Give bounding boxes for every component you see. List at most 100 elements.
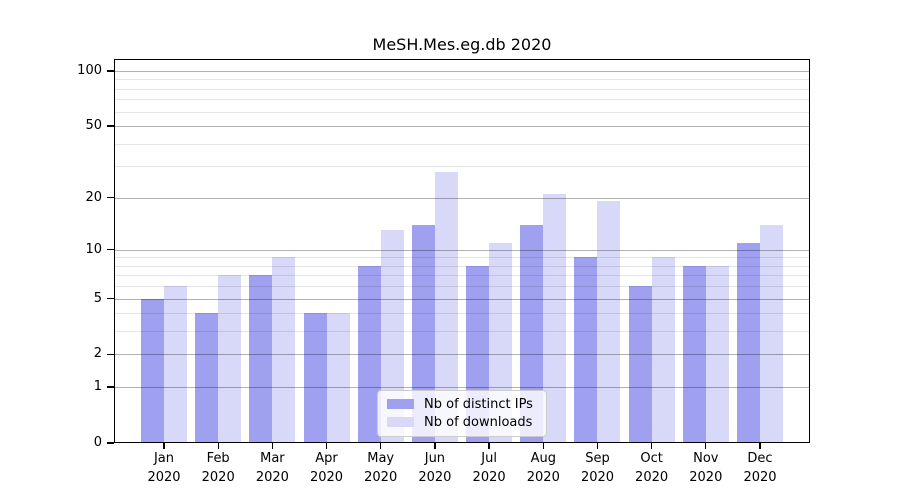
bar-nb-of-distinct-ips-nov — [682, 265, 706, 443]
gridline-minor-3 — [114, 331, 810, 333]
x-tick-mark-aug — [542, 443, 544, 449]
gridline-minor-4 — [114, 313, 810, 315]
x-tick-label-year-feb: 2020 — [201, 470, 235, 485]
x-tick-label-oct: Oct 2020 — [624, 449, 680, 487]
x-tick-label-mar: Mar 2020 — [244, 449, 300, 487]
x-tick-label-year-jul: 2020 — [472, 470, 506, 485]
y-tick-label-1: 1 — [93, 379, 102, 395]
x-tick-label-jun: Jun 2020 — [407, 449, 463, 487]
y-tick-mark-50 — [107, 125, 114, 127]
bar-nb-of-distinct-ips-jun — [411, 224, 435, 443]
x-tick-mark-may — [380, 443, 382, 449]
x-tick-label-month-oct: Oct — [640, 451, 663, 466]
x-tick-label-year-mar: 2020 — [255, 470, 289, 485]
x-tick-mark-jan — [163, 443, 165, 449]
bar-nb-of-distinct-ips-aug — [520, 224, 544, 443]
gridline-minor-8 — [114, 265, 810, 267]
x-tick-label-nov: Nov 2020 — [678, 449, 734, 487]
bar-nb-of-downloads-jun — [434, 171, 458, 443]
x-tick-label-year-aug: 2020 — [526, 470, 560, 485]
x-tick-label-dec: Dec 2020 — [732, 449, 788, 487]
y-tick-mark-0 — [107, 442, 114, 444]
x-tick-label-month-mar: Mar — [260, 451, 285, 466]
x-tick-label-apr: Apr 2020 — [299, 449, 355, 487]
bar-nb-of-distinct-ips-sep — [574, 257, 598, 443]
x-tick-mark-nov — [705, 443, 707, 449]
x-tick-mark-jul — [488, 443, 490, 449]
x-tick-label-aug: Aug 2020 — [515, 449, 571, 487]
x-tick-label-year-jun: 2020 — [418, 470, 452, 485]
x-tick-label-month-apr: Apr — [315, 451, 338, 466]
x-tick-label-month-jun: Jun — [424, 451, 446, 466]
x-tick-mark-dec — [759, 443, 761, 449]
gridline-minor-90 — [114, 79, 810, 81]
bar-nb-of-downloads-aug — [543, 193, 567, 443]
gridline-minor-30 — [114, 166, 810, 168]
gridline-major-100 — [114, 70, 810, 72]
x-tick-label-year-oct: 2020 — [635, 470, 669, 485]
bar-nb-of-downloads-nov — [705, 265, 729, 443]
bar-nb-of-downloads-may — [380, 230, 404, 443]
gridline-major-20 — [114, 197, 810, 199]
x-tick-mark-jun — [434, 443, 436, 449]
x-tick-mark-feb — [217, 443, 219, 449]
x-tick-label-year-sep: 2020 — [580, 470, 615, 485]
x-tick-mark-sep — [596, 443, 599, 449]
legend-label-downloads: Nb of downloads — [424, 414, 533, 430]
plot-area — [114, 59, 810, 443]
legend-item-downloads: Nb of downloads — [387, 413, 546, 431]
x-tick-label-feb: Feb 2020 — [190, 449, 246, 487]
gridline-major-50 — [114, 126, 810, 127]
gridline-major-10 — [114, 249, 810, 251]
x-tick-label-year-jan: 2020 — [147, 470, 181, 485]
y-tick-label-20: 20 — [85, 189, 102, 205]
x-tick-mark-mar — [271, 443, 274, 449]
legend-label-distinct-ips: Nb of distinct IPs — [424, 396, 533, 412]
x-tick-label-may: May 2020 — [353, 449, 409, 487]
chart-legend: Nb of distinct IPs Nb of downloads — [377, 390, 547, 437]
grid-layer — [114, 59, 810, 443]
gridline-major-1 — [114, 387, 810, 389]
gridline-minor-9 — [114, 257, 810, 259]
bar-nb-of-downloads-feb — [218, 275, 242, 443]
x-tick-label-jul: Jul 2020 — [461, 449, 517, 487]
gridline-minor-40 — [114, 143, 810, 145]
y-tick-mark-5 — [107, 297, 114, 300]
y-tick-label-10: 10 — [85, 241, 102, 257]
x-tick-label-month-jul: Jul — [481, 451, 497, 466]
gridline-major-5 — [114, 298, 810, 300]
y-tick-mark-10 — [107, 248, 114, 251]
gridline-minor-60 — [114, 111, 810, 113]
gridline-minor-6 — [114, 286, 810, 288]
x-tick-mark-oct — [650, 443, 653, 449]
legend-item-distinct-ips: Nb of distinct IPs — [387, 395, 546, 413]
bar-nb-of-distinct-ips-dec — [737, 242, 760, 443]
gridline-minor-7 — [114, 275, 810, 277]
x-tick-label-year-apr: 2020 — [309, 470, 344, 485]
gridline-minor-70 — [114, 99, 810, 101]
x-tick-label-year-dec: 2020 — [743, 470, 777, 485]
bar-nb-of-downloads-mar — [272, 257, 296, 443]
x-tick-label-month-nov: Nov — [693, 451, 719, 466]
chart-title: MeSH.Mes.eg.db 2020 — [372, 35, 552, 54]
x-tick-label-month-dec: Dec — [747, 451, 773, 466]
bar-nb-of-downloads-dec — [760, 224, 783, 443]
x-tick-label-month-feb: Feb — [206, 451, 230, 466]
x-tick-mark-apr — [325, 443, 328, 449]
bar-nb-of-downloads-oct — [651, 257, 675, 443]
x-tick-label-sep: Sep 2020 — [570, 449, 626, 487]
bar-nb-of-downloads-jan — [164, 286, 187, 443]
x-tick-label-month-may: May — [367, 451, 395, 466]
x-tick-label-month-jan: Jan — [153, 451, 175, 466]
x-tick-label-jan: Jan 2020 — [136, 449, 192, 487]
bar-nb-of-downloads-apr — [326, 313, 350, 443]
bar-nb-of-distinct-ips-oct — [628, 286, 652, 443]
gridline-minor-80 — [114, 88, 810, 90]
bar-nb-of-distinct-ips-jan — [141, 298, 164, 443]
y-tick-label-0: 0 — [93, 435, 102, 450]
y-tick-label-2: 2 — [93, 346, 102, 362]
y-tick-mark-20 — [107, 196, 114, 199]
bar-nb-of-distinct-ips-may — [357, 265, 381, 443]
legend-swatch-distinct-ips — [387, 399, 414, 409]
